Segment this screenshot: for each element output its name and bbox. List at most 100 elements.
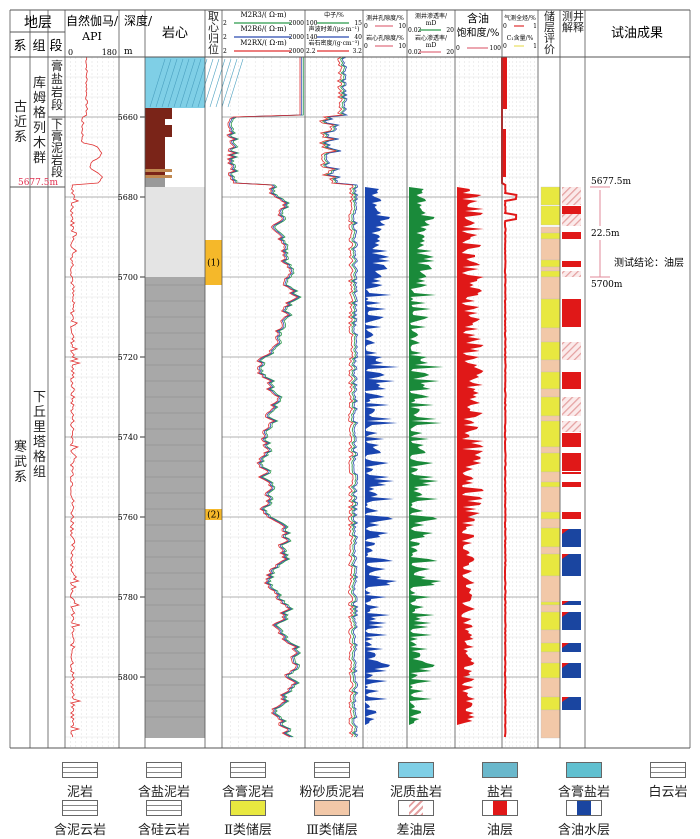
- track-min: 2.2: [306, 48, 316, 55]
- legend-label: 差油层: [396, 823, 436, 838]
- system-name: 寒武系: [13, 440, 27, 485]
- reservoir-class-II: [540, 662, 561, 679]
- reservoir-class-II: [540, 420, 561, 448]
- core-position-bar: [205, 240, 222, 285]
- oil-layer: [562, 453, 581, 471]
- reservoir-class-II: [540, 527, 561, 548]
- track-curve-name: 岩石密度/(g·cm⁻³): [308, 39, 359, 47]
- test-base: 5700m: [591, 280, 623, 290]
- track-min: 0.02: [408, 27, 422, 34]
- core-dolomite: [145, 277, 205, 738]
- legend-item-water: 含油水层: [544, 800, 624, 838]
- mudsalt-swatch-icon: [398, 762, 434, 778]
- header-member: 段: [49, 39, 62, 54]
- header-strata: 地层: [24, 15, 52, 31]
- legend-label: 泥质盐岩: [389, 785, 442, 800]
- track-max: 3.2: [352, 48, 362, 55]
- reservoir-class-II: [540, 298, 561, 329]
- log-permeability-fill: [409, 57, 444, 737]
- reservoir-class-III: [540, 238, 561, 261]
- legend-label: 含泥云岩: [53, 823, 106, 838]
- oil-water-layer: [562, 612, 581, 630]
- core-silt: [145, 169, 172, 172]
- reservoir-class-II: [540, 642, 561, 653]
- boundary-depth-label: 5677.5m: [18, 178, 58, 188]
- oil-layer: [562, 512, 581, 519]
- core-dolomite-light: [145, 187, 205, 277]
- depth-label: 5800: [118, 673, 138, 682]
- track-curve-name: C₁含量/%: [507, 34, 534, 42]
- core-hatch: [191, 58, 208, 108]
- core-silt: [145, 175, 172, 178]
- depth-label: 5660: [118, 113, 138, 122]
- oil-water-layer-oil: [562, 663, 569, 668]
- legend-item-mudsalt: 泥质盐岩: [376, 762, 456, 800]
- m2rx-curve: [226, 57, 301, 738]
- legend-label: 粉砂质泥岩: [299, 785, 365, 800]
- track-curve-name: 声波时差/(μs·m⁻¹): [309, 25, 360, 33]
- reservoir-class-III: [540, 518, 561, 529]
- reservoir-class-III: [540, 359, 561, 373]
- core-hatch: [221, 58, 238, 108]
- legend-label: Ⅱ类储层: [224, 823, 272, 838]
- reservoir-class-III: [540, 327, 561, 343]
- track-max: 20: [446, 49, 454, 56]
- core-header: 岩心: [162, 26, 188, 41]
- test-top: 5677.5m: [591, 177, 631, 187]
- track-min: 0: [503, 23, 507, 30]
- II-swatch-icon: [230, 800, 266, 816]
- oil-layer: [562, 482, 581, 487]
- track-max: 2000: [289, 34, 304, 41]
- track-max: 1: [533, 23, 537, 30]
- legend-item-sildolo: 含硅云岩: [124, 800, 204, 838]
- reservoir-class-II: [540, 371, 561, 390]
- oil-water-layer-oil: [562, 643, 569, 648]
- header-system: 系: [13, 39, 26, 54]
- legend-item-muddolo: 含泥云岩: [40, 800, 120, 838]
- legend-label: 含硅云岩: [137, 823, 190, 838]
- oil-layer: [562, 232, 581, 239]
- water-swatch-icon: [566, 800, 602, 816]
- track-min: 0: [364, 23, 368, 30]
- track-min: 0: [456, 45, 460, 52]
- depth-label: 5700: [118, 273, 138, 282]
- log-porosity-fill: [365, 57, 400, 737]
- legend-item-saltmud: 含盐泥岩: [124, 762, 204, 800]
- core-hatch: [161, 58, 178, 108]
- track-curve-name: 岩心渗透率/: [415, 34, 448, 42]
- oil-layer: [562, 206, 581, 214]
- core-mudstone: [145, 172, 165, 175]
- formation-name: 库姆格列木群: [32, 76, 46, 166]
- core-hatch: [179, 58, 196, 108]
- reservoir-class-II: [540, 270, 561, 278]
- III-swatch-icon: [314, 800, 350, 816]
- poor-oil-layer: [562, 342, 581, 360]
- track-max: 100: [490, 45, 502, 52]
- system-name: 古近系: [13, 100, 27, 145]
- poor-oil-layer: [562, 271, 581, 277]
- m2r3-curve: [229, 57, 304, 738]
- dolo-swatch-icon: [650, 762, 686, 778]
- oil-layer: [562, 472, 581, 474]
- reservoir-class-III: [540, 677, 561, 698]
- depth-label: 深度/: [124, 13, 153, 28]
- track-min: 2: [223, 20, 227, 27]
- oil-water-layer: [562, 554, 581, 576]
- legend-label: Ⅲ类储层: [306, 823, 358, 838]
- reservoir-class-II: [540, 186, 561, 206]
- reservoir-class-II: [540, 341, 561, 361]
- test-conclusion: 测试结论：油层: [614, 256, 684, 269]
- reservoir-class-III: [540, 388, 561, 398]
- core-position-label: (2): [207, 510, 220, 521]
- track-curve-name: 岩心孔隙度/%: [366, 34, 404, 42]
- reservoir-class-II: [540, 259, 561, 268]
- reservoir-class-II: [540, 611, 561, 631]
- depth-label: 5720: [118, 353, 138, 362]
- legend-item-siltmud: 粉砂质泥岩: [292, 762, 372, 800]
- legend-label: 含膏泥岩: [221, 785, 274, 800]
- core-hatch: [173, 58, 190, 108]
- track-min: 0: [503, 43, 507, 50]
- reservoir-class-II: [540, 511, 561, 520]
- core-mudstone: [145, 108, 172, 169]
